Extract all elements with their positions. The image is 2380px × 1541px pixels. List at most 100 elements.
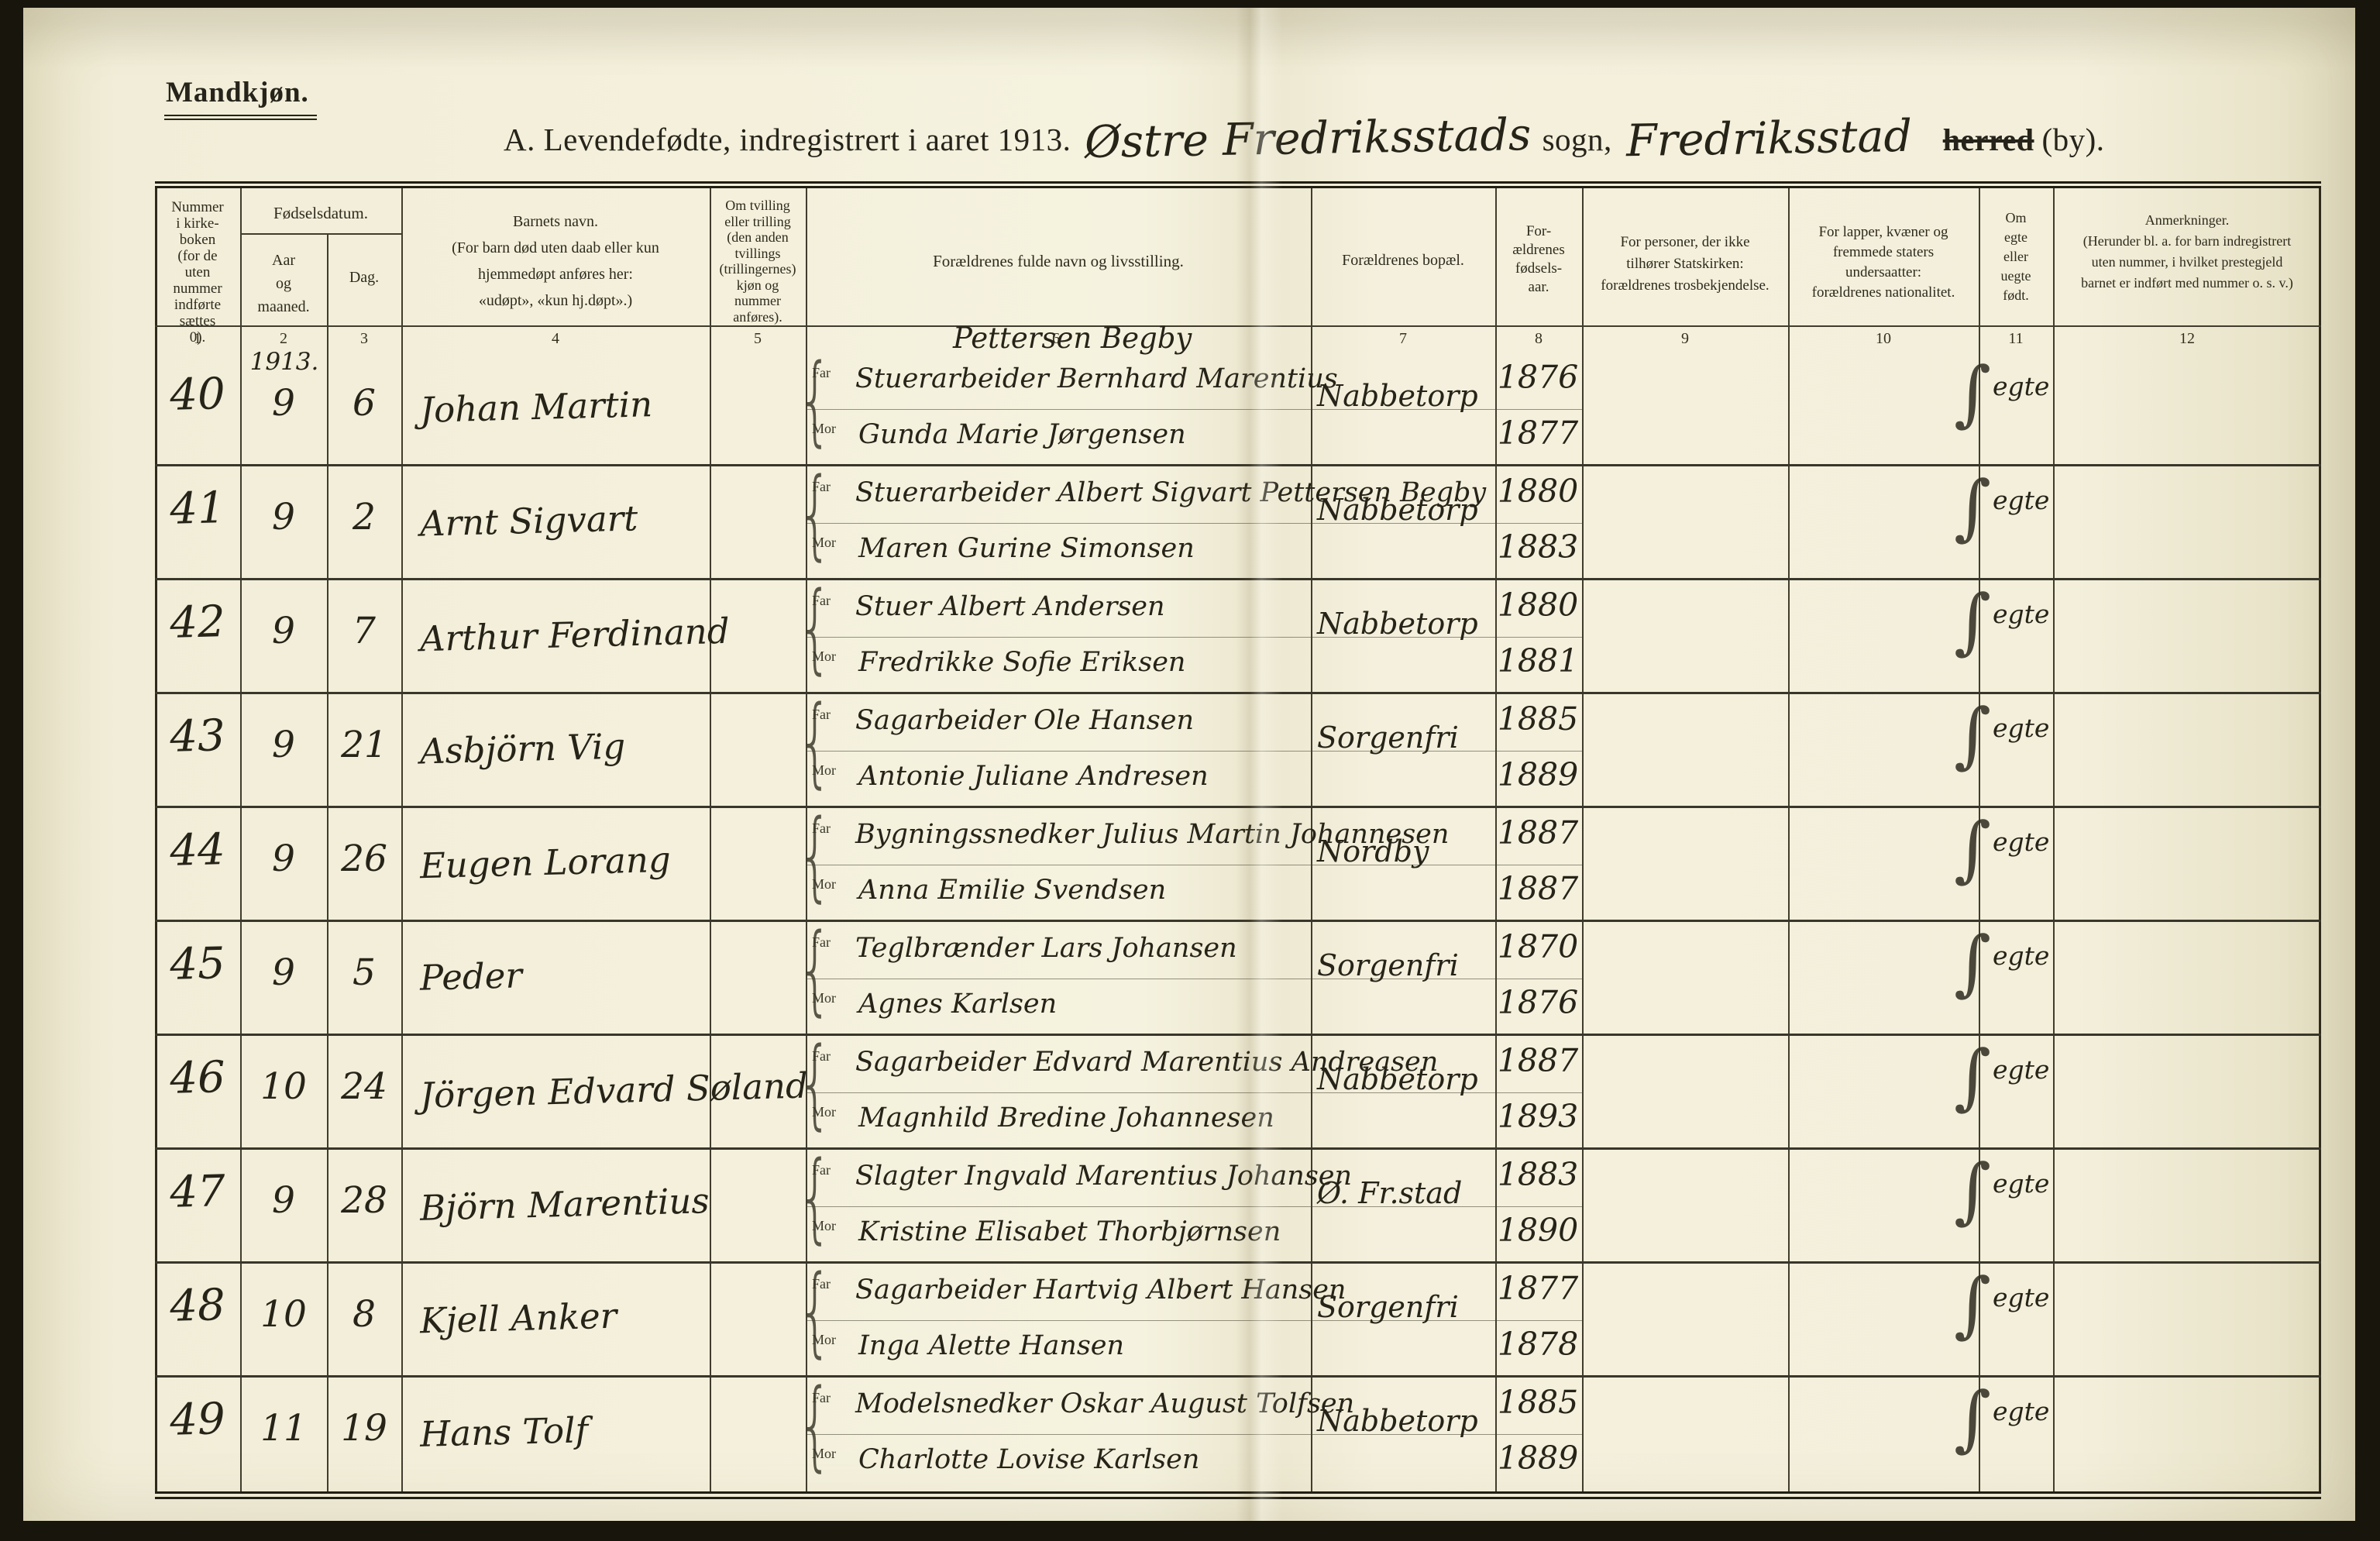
mother-birth-year: 1877 [1497, 414, 1579, 452]
mor-label: Mor [812, 648, 836, 664]
far-label: Far [812, 593, 831, 608]
grid-line [1495, 188, 1497, 1491]
parents-residence: Nordby [1317, 834, 1429, 869]
father-birth-year: 1885 [1497, 700, 1579, 738]
mother-name: Kristine Elisabet Thorbjørnsen [858, 1216, 1281, 1247]
header-col7: Forældrenes bopæl. [1342, 252, 1464, 269]
parent-divider-line [806, 1434, 1582, 1435]
legitimacy-status: egte [1993, 371, 2050, 401]
child-name: Johan Martin [419, 384, 653, 431]
table-row: 42 9 7 Arthur Ferdinand { Far Stuer Albe… [155, 570, 2321, 694]
table-row: 45 9 5 Peder { Far Teglbrænder Lars Joha… [155, 912, 2321, 1036]
page-title: A. Levendefødte, indregistrert i aaret 1… [504, 109, 2105, 168]
parent-divider-line [806, 523, 1582, 524]
mother-birth-year: 1889 [1497, 1440, 1579, 1477]
flourish-mark-icon: ∫ [1954, 1377, 1991, 1460]
mor-label: Mor [812, 421, 836, 436]
grid-line [2319, 188, 2321, 1491]
mother-birth-year: 1878 [1497, 1326, 1579, 1363]
mother-name: Gunda Marie Jørgensen [858, 419, 1186, 450]
parent-divider-line [806, 409, 1582, 410]
child-name: Jörgen Edvard Søland [419, 1065, 809, 1116]
row-number: 43 [169, 710, 226, 762]
birth-register-table: Nummer i kirke- boken (for de uten numme… [155, 181, 2321, 1499]
birth-month: 9 [272, 610, 295, 652]
column-number: 12 [2179, 330, 2195, 347]
title-parish-handwritten: Østre Fredriksstads [1084, 108, 1532, 169]
column-number: 4 [552, 330, 559, 347]
father-name: Slagter Ingvald Marentius Johansen [855, 1161, 1353, 1192]
table-row: 41 9 2 Arnt Sigvart { Far Stuerarbeider … [155, 463, 2321, 580]
flourish-mark-icon: ∫ [1954, 1035, 1991, 1118]
birth-day: 2 [353, 496, 376, 538]
parents-residence: Sorgenfri [1317, 948, 1459, 982]
father-name: Sagarbeider Hartvig Albert Hansen [855, 1274, 1346, 1305]
header-col1: Nummer i kirke- boken (for de uten numme… [171, 199, 224, 346]
row-number: 40 [169, 369, 226, 421]
far-mor-brace-icon: { [798, 1367, 833, 1481]
grid-line [240, 233, 401, 235]
birth-day: 7 [353, 610, 376, 652]
father-birth-year: 1887 [1497, 1042, 1579, 1079]
grid-line [1788, 188, 1790, 1491]
child-name: Björn Marentius [419, 1180, 710, 1229]
grid-line [327, 233, 328, 1491]
table-row: 43 9 21 Asbjörn Vig { Far Sagarbeider Ol… [155, 691, 2321, 808]
header-col2: Aar og maaned. [257, 252, 310, 315]
header-col3: Dag. [349, 269, 380, 286]
header-birthdate-group: Fødselsdatum. [273, 204, 368, 222]
mother-birth-year: 1889 [1497, 756, 1579, 793]
far-mor-brace-icon: { [798, 912, 833, 1026]
mor-label: Mor [812, 535, 836, 550]
document-sheet: Mandkjøn. A. Levendefødte, indregistrert… [23, 8, 2355, 1521]
grid-line [2053, 188, 2055, 1491]
parents-residence: Nabbetorp [1317, 607, 1478, 641]
father-birth-year: 1887 [1497, 814, 1579, 851]
flourish-mark-icon: ∫ [1954, 352, 1991, 435]
father-name: Stuerarbeider Albert Sigvart Pettersen B… [855, 477, 1487, 508]
parents-residence: Nabbetorp [1317, 493, 1478, 527]
legitimacy-status: egte [1993, 941, 2050, 971]
table-row: 44 9 26 Eugen Lorang { Far Bygningssnedk… [155, 805, 2321, 922]
legitimacy-status: egte [1993, 713, 2050, 743]
father-name: Bygningssnedker Julius Martin Johannesen [855, 819, 1450, 850]
row-number: 41 [169, 483, 226, 535]
far-label: Far [812, 365, 831, 380]
birth-day: 19 [341, 1407, 387, 1450]
title-struck-herred: herred [1942, 122, 2034, 157]
father-name-overflow: Pettersen Begby [953, 322, 1192, 355]
birth-day: 26 [341, 838, 387, 880]
birth-day: 28 [341, 1179, 387, 1222]
mother-birth-year: 1883 [1497, 528, 1579, 566]
grid-line [806, 188, 807, 1491]
mor-label: Mor [812, 1332, 836, 1347]
header-col9: For personer, der ikke tilhører Statskir… [1601, 234, 1770, 294]
header-col10: For lapper, kvæner og fremmede staters u… [1811, 224, 1955, 301]
mor-label: Mor [812, 1104, 836, 1120]
table-row: 40 1913. 9 6 Johan Martin Pettersen Begb… [155, 322, 2321, 466]
mother-birth-year: 1887 [1497, 870, 1579, 907]
birth-month: 9 [272, 496, 295, 538]
child-name: Eugen Lorang [419, 838, 672, 887]
birth-day: 6 [353, 382, 376, 425]
row-number: 48 [169, 1280, 226, 1332]
table-row: 47 9 28 Björn Marentius { Far Slagter In… [155, 1140, 2321, 1264]
birth-day: 24 [341, 1065, 387, 1108]
far-mor-brace-icon: { [798, 570, 833, 684]
mother-name: Magnhild Bredine Johannesen [858, 1102, 1274, 1133]
flourish-mark-icon: ∫ [1954, 1263, 1991, 1346]
row-number: 44 [169, 824, 226, 876]
flourish-mark-icon: ∫ [1954, 807, 1991, 890]
mother-birth-year: 1881 [1497, 642, 1579, 679]
mother-name: Fredrikke Sofie Eriksen [858, 647, 1186, 678]
far-mor-brace-icon: { [798, 1140, 833, 1254]
far-label: Far [812, 479, 831, 494]
far-label: Far [812, 1390, 831, 1405]
far-label: Far [812, 820, 831, 836]
far-mor-brace-icon: { [798, 1026, 833, 1140]
mother-birth-year: 1876 [1497, 984, 1579, 1021]
header-col5: Om tvilling eller trilling (den anden tv… [719, 198, 796, 325]
father-name: Sagarbeider Ole Hansen [855, 705, 1195, 736]
father-name: Stuerarbeider Bernhard Marentius [855, 363, 1338, 394]
row-number: 42 [169, 597, 226, 648]
